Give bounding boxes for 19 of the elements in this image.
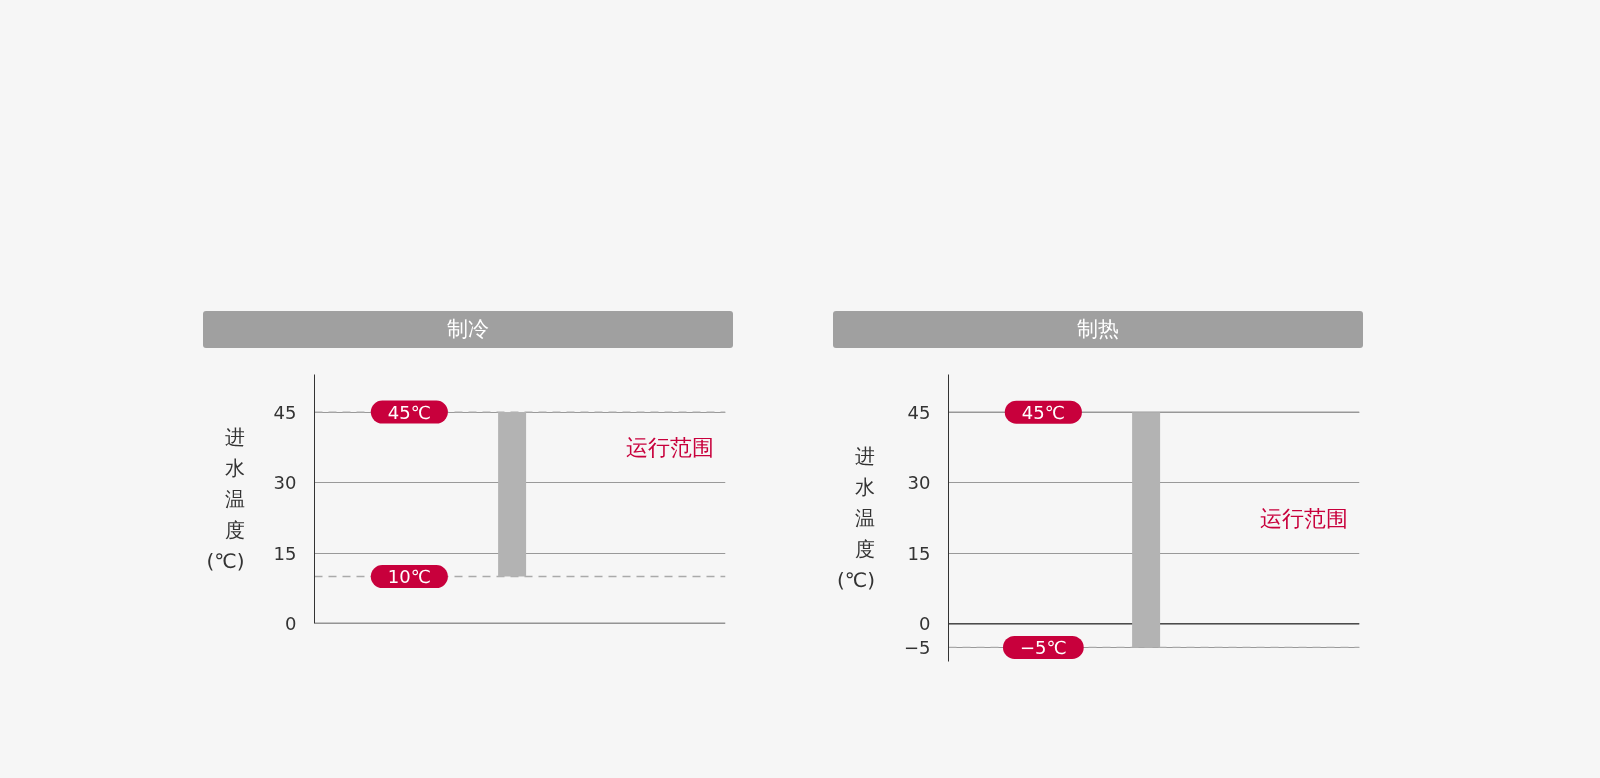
- chart-title: 制冷: [203, 311, 733, 348]
- y-tick-label: 30: [273, 472, 297, 494]
- y-axis-title: 进水温度(℃): [206, 424, 245, 574]
- y-tick-label: −5: [903, 636, 931, 658]
- y-tick-label: 0: [285, 613, 297, 634]
- y-tick-label: 30: [907, 472, 931, 494]
- y-axis-title: 进水温度(℃): [836, 443, 875, 593]
- y-tick-label: 45: [907, 401, 931, 423]
- annotation: 运行范围: [626, 434, 715, 460]
- y-tick-label: 45: [273, 401, 297, 423]
- ref-line-label: −5℃: [1019, 636, 1067, 658]
- ref-line-label: 45℃: [387, 401, 431, 423]
- ref-line-label: 45℃: [1021, 401, 1065, 423]
- annotation: 运行范围: [1260, 505, 1349, 531]
- y-tick-label: 15: [907, 542, 931, 564]
- y-tick-label: 0: [919, 613, 931, 635]
- y-tick-label: 15: [273, 542, 297, 564]
- ref-line-label: 10℃: [387, 566, 431, 588]
- chart-title: 制热: [833, 311, 1363, 348]
